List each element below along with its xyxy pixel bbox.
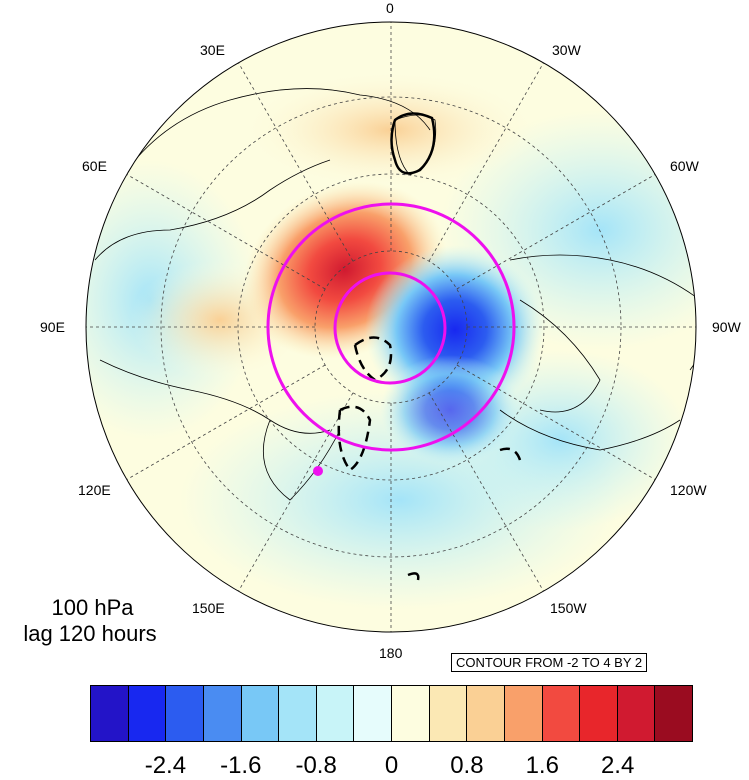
meridian-line [238, 392, 354, 592]
colorbar-tick-label: 0 [384, 752, 399, 779]
colorbar-tick-label: -0.8 [295, 752, 337, 779]
colorbar-tick-label: -1.6 [220, 752, 262, 779]
lon-label-60w: 60W [670, 158, 699, 174]
colorbar-swatch [91, 686, 129, 741]
magenta-dot [313, 466, 323, 476]
orange-region-north [240, 70, 540, 190]
map-boundary [85, 21, 697, 633]
colorbar [90, 685, 693, 742]
meridian-line [456, 364, 656, 480]
lon-label-30e: 30E [200, 42, 225, 58]
coastlines [94, 88, 696, 501]
colorbar-swatch [580, 686, 618, 741]
negative-anomaly-tail [380, 355, 520, 465]
colorbar-swatch [241, 686, 280, 741]
magenta-circles [266, 202, 516, 452]
colorbar-tick-label: -2.4 [144, 752, 187, 779]
shaded-field [86, 22, 696, 632]
colorbar-swatch [655, 686, 692, 741]
colorbar-swatch [617, 686, 656, 741]
lon-label-0: 0 [386, 0, 394, 16]
lon-label-150e: 150E [192, 600, 225, 616]
colorbar-swatch [392, 686, 430, 741]
contour-info-box: CONTOUR FROM -2 TO 4 BY 2 [451, 653, 648, 672]
lon-label-90w: 90W [712, 319, 741, 335]
lon-label-180: 180 [379, 645, 403, 661]
lon-label-30w: 30W [552, 42, 581, 58]
colorbar-swatch [203, 686, 242, 741]
colorbar-swatch [467, 686, 505, 741]
meridian-line [428, 62, 544, 262]
colorbar-swatch [166, 686, 204, 741]
colorbar-swatch [542, 686, 581, 741]
meridian-line [428, 392, 544, 592]
meridian-line [456, 174, 656, 290]
colorbar-swatch [504, 686, 543, 741]
colorbar-tick-label: 2.4 [600, 752, 635, 779]
colorbar-swatch [316, 686, 355, 741]
lon-label-120w: 120W [670, 482, 707, 498]
colorbar-tick-label: 0.8 [450, 752, 484, 779]
colorbar-swatch [279, 686, 317, 741]
dashed-contours [337, 336, 522, 472]
colorbar-tick-label: 1.6 [525, 752, 559, 779]
colorbar-swatch [128, 686, 167, 741]
lon-label-150w: 150W [550, 600, 587, 616]
lon-label-120e: 120E [78, 482, 111, 498]
meridians [86, 22, 696, 632]
meridian-line [238, 62, 354, 262]
meridian-line [126, 364, 326, 480]
lon-label-90e: 90E [40, 319, 65, 335]
lag-label: lag 120 hours [23, 621, 157, 646]
lon-label-60e: 60E [82, 158, 107, 174]
pressure-level-label: 100 hPa [51, 595, 134, 620]
colorbar-swatch [429, 686, 468, 741]
meridian-line [126, 174, 326, 290]
colorbar-swatch [354, 686, 392, 741]
